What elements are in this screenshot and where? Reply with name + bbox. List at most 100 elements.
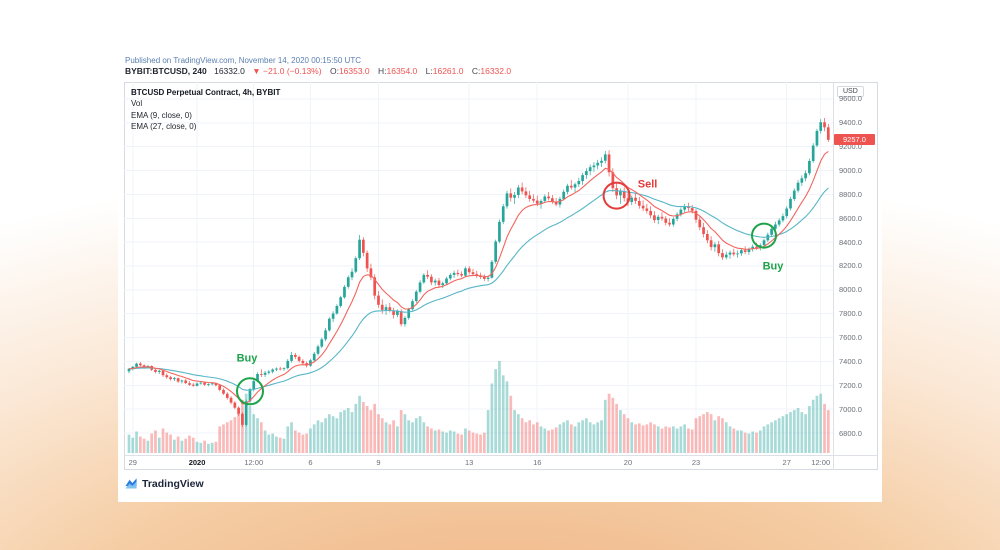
volume-bar	[634, 424, 637, 453]
legend-symbol-title: BTCUSD Perpetual Contract, 4h, BYBIT	[131, 88, 281, 97]
candle-body	[713, 244, 717, 248]
candle-body	[297, 356, 301, 361]
candlestick-chart[interactable]: Buy Sell Buy	[124, 82, 833, 455]
volume-bar	[358, 395, 361, 453]
candle-body	[785, 208, 789, 217]
candle-body	[131, 366, 135, 369]
volume-bar	[543, 428, 547, 453]
candle-body	[293, 354, 297, 357]
candle-body	[505, 193, 509, 207]
volume-bar	[169, 434, 172, 453]
candle-body	[622, 191, 626, 199]
volume-bar	[214, 441, 218, 453]
volume-bar	[698, 416, 702, 453]
candle-body	[343, 286, 346, 298]
candle-body	[740, 250, 743, 254]
tradingview-brand[interactable]: TradingView	[124, 477, 204, 491]
volume-bar	[414, 418, 418, 453]
candle-body	[777, 220, 781, 225]
candle-body	[800, 178, 804, 183]
candle-body	[600, 160, 603, 163]
volume-bar	[275, 436, 278, 453]
volume-bar	[479, 434, 482, 453]
candle-body	[721, 253, 724, 258]
volume-bar	[362, 401, 365, 453]
volume-bar	[373, 403, 377, 453]
candle-body	[490, 261, 494, 278]
buy-label: Buy	[237, 352, 259, 364]
volume-bar	[365, 406, 369, 453]
volume-bar	[535, 422, 539, 453]
price-tick-label: 7000.0	[839, 404, 862, 414]
candle-body	[554, 201, 558, 205]
volume-bar	[229, 420, 233, 453]
candle-body	[607, 154, 611, 173]
volume-bar	[800, 412, 804, 453]
volume-bar	[581, 420, 584, 453]
time-axis[interactable]: 29 2020 12:00 6 9 13 16 20 23 27 12:00	[124, 455, 833, 470]
volume-bar	[441, 431, 445, 453]
volume-bar	[259, 422, 263, 453]
volume-bar	[577, 422, 581, 453]
candle-body	[516, 187, 520, 195]
candle-body	[498, 221, 501, 242]
candle-body	[464, 268, 467, 276]
volume-bar	[188, 435, 191, 453]
price-axis[interactable]: USD 9600.0 9400.0 9200.0 9000.0 8800.0 8600.0…	[833, 82, 878, 455]
volume-bar	[339, 412, 343, 453]
candle-body	[157, 370, 161, 372]
volume-bar	[346, 408, 350, 453]
ema-27-line	[128, 187, 829, 391]
candle-body	[551, 198, 554, 202]
volume-bar	[411, 422, 414, 453]
volume-bar	[758, 430, 762, 453]
candle-body	[774, 224, 777, 229]
volume-bar	[316, 420, 320, 453]
last-price-badge: 9257.0	[834, 134, 875, 146]
volume-bar	[645, 424, 649, 453]
volume-bar	[161, 428, 165, 453]
candle-body	[195, 383, 199, 386]
candle-body	[362, 239, 365, 253]
volume-bar	[407, 420, 411, 453]
candle-body	[433, 280, 437, 283]
volume-bar	[823, 403, 826, 453]
candle-body	[547, 196, 550, 199]
volume-bar	[528, 420, 532, 453]
candle-body	[456, 272, 460, 275]
currency-chip[interactable]: USD	[837, 86, 864, 97]
candle-body	[762, 240, 766, 246]
volume-bar	[690, 429, 694, 453]
price-tick-label: 8800.0	[839, 189, 862, 199]
volume-bar	[777, 418, 781, 453]
volume-bar	[770, 422, 773, 453]
candle-body	[566, 185, 569, 192]
tradingview-wordmark: TradingView	[142, 478, 204, 490]
volume-bar	[585, 418, 588, 453]
volume-bar	[637, 423, 641, 453]
volume-bar	[513, 410, 516, 453]
candle-body	[237, 407, 240, 414]
candle-body	[229, 397, 233, 403]
candle-body	[365, 252, 369, 269]
price-tick-label: 6800.0	[839, 428, 862, 438]
candle-body	[188, 383, 191, 385]
volume-bar	[354, 403, 358, 453]
volume-bar	[520, 418, 524, 453]
volume-bar	[554, 427, 558, 453]
volume-bar	[256, 418, 259, 453]
volume-bar	[792, 410, 796, 453]
candle-body	[176, 378, 180, 382]
candle-body	[694, 210, 698, 220]
candle-body	[532, 198, 535, 201]
candle-body	[414, 291, 418, 302]
candle-body	[747, 249, 751, 252]
volume-bar	[486, 410, 490, 453]
candle-body	[724, 254, 728, 258]
high-value: 16354.0	[386, 66, 418, 76]
volume-bar	[498, 361, 501, 453]
published-line: Published on TradingView.com, November 1…	[125, 56, 361, 65]
candle-body	[384, 307, 388, 310]
candle-body	[411, 301, 414, 310]
price-tick-label: 8000.0	[839, 285, 862, 295]
